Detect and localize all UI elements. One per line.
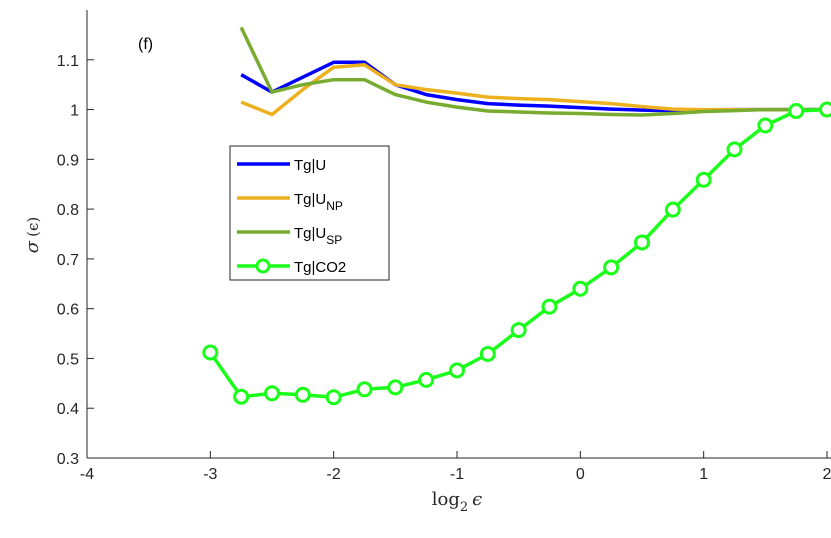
legend-item: Tg|USP bbox=[237, 225, 342, 247]
y-axis-label-sym: σ bbox=[22, 240, 43, 253]
legend-label: Tg|UNP bbox=[294, 191, 343, 213]
x-tick-label: 0 bbox=[576, 466, 585, 483]
data-point bbox=[325, 389, 342, 406]
data-point bbox=[572, 280, 589, 297]
legend-label: Tg|USP bbox=[294, 225, 342, 247]
x-tick-label: 2 bbox=[823, 466, 831, 483]
data-point bbox=[510, 322, 527, 339]
x-tick-label: -4 bbox=[80, 466, 94, 483]
legend-label-main: Tg|U bbox=[294, 225, 326, 242]
y-tick-label: 0.4 bbox=[57, 401, 79, 418]
y-tick-label: 0.9 bbox=[57, 152, 79, 169]
legend-item: Tg|UNP bbox=[237, 191, 343, 213]
legend-marker bbox=[255, 258, 271, 274]
legend-label-sub: SP bbox=[326, 233, 342, 247]
legend-label: Tg|CO2 bbox=[294, 259, 346, 276]
y-tick-label: 1.1 bbox=[57, 53, 79, 70]
data-point bbox=[726, 141, 743, 158]
data-point bbox=[757, 117, 774, 134]
y-axis-label-arg: (ϵ) bbox=[24, 217, 42, 237]
legend-label-main: Tg|U bbox=[294, 157, 326, 174]
data-point bbox=[634, 234, 650, 251]
legend-label-main: Tg|U bbox=[294, 191, 326, 208]
x-axis-label: log2 ϵ bbox=[432, 489, 483, 515]
data-point bbox=[664, 201, 681, 218]
panel-label: (f) bbox=[138, 36, 153, 53]
legend-item: Tg|U bbox=[237, 157, 326, 174]
x-tick-label: -2 bbox=[327, 466, 341, 483]
data-point bbox=[294, 386, 311, 403]
series-4 bbox=[202, 101, 831, 406]
series-layer bbox=[202, 26, 831, 406]
x-tick-label: -3 bbox=[203, 466, 217, 483]
y-tick-label: 0.8 bbox=[57, 202, 79, 219]
y-tick-label: 0.6 bbox=[57, 302, 79, 319]
y-axis-label: σ (ϵ) bbox=[22, 217, 43, 253]
axes-layer bbox=[86, 10, 831, 459]
data-point bbox=[387, 379, 404, 396]
y-tick-label: 0.3 bbox=[57, 451, 79, 468]
ticks-layer: -4 -3 -2 -1 0 1 2 0.3 0.4 0.5 0.6 0.7 0.8 0.9 1 1.1 bbox=[57, 53, 831, 483]
data-point bbox=[233, 388, 250, 405]
x-tick-label: -1 bbox=[450, 466, 464, 483]
data-point bbox=[418, 371, 435, 388]
legend-label: Tg|U bbox=[294, 157, 326, 174]
x-axis-label-sub: 2 bbox=[460, 500, 468, 515]
y-tick-label: 0.5 bbox=[57, 351, 79, 368]
x-axis-label-sym: ϵ bbox=[472, 489, 482, 510]
data-point bbox=[695, 171, 712, 188]
legend-item: Tg|CO2 bbox=[237, 258, 346, 276]
series-line bbox=[239, 26, 827, 117]
y-tick-label: 1 bbox=[70, 103, 79, 120]
y-tick-label: 0.7 bbox=[57, 252, 79, 269]
data-point bbox=[788, 103, 805, 120]
data-point bbox=[356, 381, 373, 398]
data-point bbox=[603, 259, 620, 276]
legend-label-main: Tg|CO2 bbox=[294, 259, 346, 276]
series-3 bbox=[239, 26, 827, 117]
legend-box bbox=[229, 145, 390, 281]
data-point bbox=[449, 362, 465, 379]
x-axis-label-base: log bbox=[432, 489, 460, 510]
x-tick-label: 1 bbox=[699, 466, 708, 483]
data-point bbox=[479, 345, 496, 362]
data-point bbox=[202, 344, 219, 361]
data-point bbox=[819, 101, 831, 118]
data-point bbox=[264, 385, 280, 402]
data-point bbox=[541, 298, 558, 315]
legend-label-sub: NP bbox=[326, 199, 343, 213]
